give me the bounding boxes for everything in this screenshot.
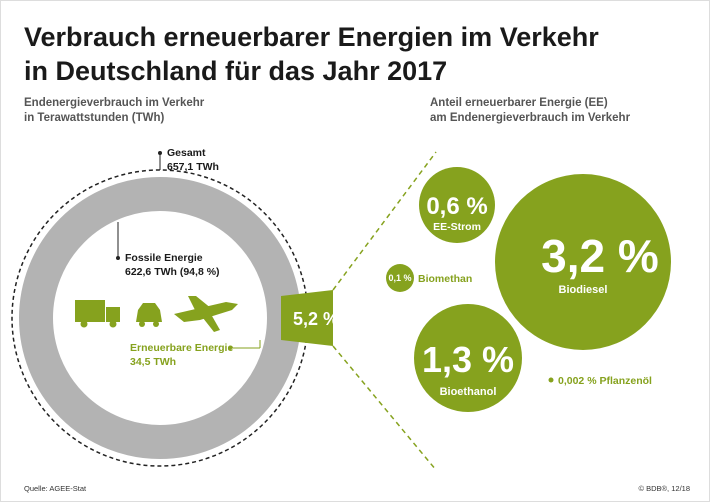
bubble-value: 3,2 % xyxy=(541,230,659,282)
bubble-label: Bioethanol xyxy=(440,386,497,398)
leader-dot xyxy=(228,346,232,350)
subtitle: Endenergieverbrauch im Verkehr xyxy=(24,97,205,109)
renewable-label: Erneuerbare Energie xyxy=(130,342,233,354)
bubble-label: Biodiesel xyxy=(559,284,608,296)
bubble xyxy=(419,167,495,243)
bubble-label: EE-Strom xyxy=(433,221,481,233)
icons xyxy=(75,296,238,332)
bubble xyxy=(495,174,671,350)
bubble xyxy=(386,264,414,292)
bubble-value: 0,6 % xyxy=(426,193,487,220)
total-value: 657,1 TWh xyxy=(167,161,219,173)
credit: © BDB®, 12/18 xyxy=(639,484,691,493)
subtitle: in Terawattstunden (TWh) xyxy=(24,112,165,124)
bubble-label: Biomethan xyxy=(418,273,472,285)
title: Verbrauch erneuerbarer Energien im Verke… xyxy=(24,22,599,52)
renewable-value: 34,5 TWh xyxy=(130,356,176,368)
renewable-wedge xyxy=(281,290,333,346)
connector xyxy=(332,151,437,291)
total-label: Gesamt xyxy=(167,147,206,159)
bubble-value: 0,1 % xyxy=(388,273,411,283)
source: Quelle: AGEE-Stat xyxy=(24,484,87,493)
leader-dot xyxy=(158,151,162,155)
title: in Deutschland für das Jahr 2017 xyxy=(24,56,447,86)
fossil-label: Fossile Energie xyxy=(125,252,203,264)
subtitle: Anteil erneuerbarer Energie (EE) xyxy=(430,97,608,109)
bubble xyxy=(414,304,522,412)
bubble xyxy=(548,377,554,383)
renewable-share: 5,2 % xyxy=(293,309,339,329)
fossil-value: 622,6 TWh (94,8 %) xyxy=(125,266,220,278)
bubble-value: 1,3 % xyxy=(422,339,514,380)
bubble-label: 0,002 % Pflanzenöl xyxy=(558,375,652,387)
leader-dot xyxy=(116,256,120,260)
subtitle: am Endenergieverbrauch im Verkehr xyxy=(430,112,631,124)
